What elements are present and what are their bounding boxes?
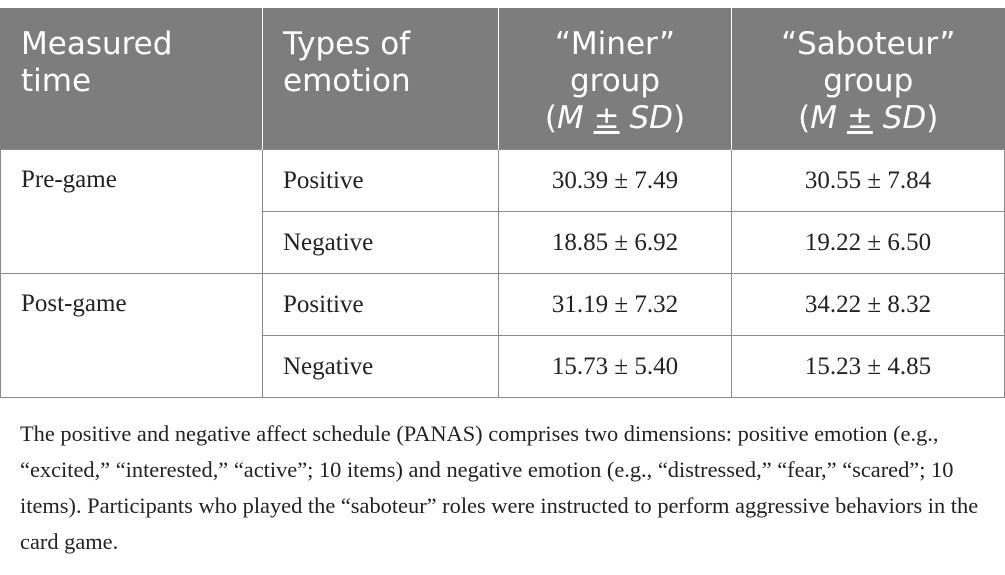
table-footnote: The positive and negative affect schedul… bbox=[20, 421, 979, 554]
header-saboteur-line1: “Saboteur” bbox=[781, 26, 956, 62]
table-row: Post-game Positive 31.19 ± 7.32 34.22 ± … bbox=[0, 273, 1005, 398]
table-row: Negative 15.73 ± 5.40 15.23 ± 4.85 bbox=[1, 335, 1005, 398]
table-body: Pre-game Positive 30.39 ± 7.49 30.55 ± 7… bbox=[0, 149, 1005, 398]
cell-measured-time-post-game: Post-game bbox=[0, 273, 263, 398]
cell-measured-time-pre-game: Pre-game bbox=[0, 149, 263, 274]
header-types-of-emotion: Types of emotion bbox=[262, 8, 499, 150]
header-miner-mean-symbol: M bbox=[556, 100, 584, 136]
header-miner-stat: (M ± SD) bbox=[544, 100, 686, 136]
cell-miner-value: 18.85 ± 6.92 bbox=[498, 211, 732, 274]
cell-saboteur-value: 30.55 ± 7.84 bbox=[731, 149, 1005, 212]
cell-miner-value: 31.19 ± 7.32 bbox=[498, 273, 732, 336]
header-row: Measured time Types of emotion “Miner” g… bbox=[0, 8, 1005, 150]
cell-miner-value: 30.39 ± 7.49 bbox=[498, 149, 732, 212]
header-types-of-emotion-line1: Types of bbox=[283, 26, 411, 62]
header-saboteur-group: “Saboteur” group (M ± SD) bbox=[731, 8, 1005, 150]
header-measured-time-line1: Measured bbox=[21, 26, 173, 62]
header-measured-time-line2: time bbox=[21, 63, 92, 99]
cell-emotion-type: Negative bbox=[262, 335, 499, 398]
table-row: Negative 18.85 ± 6.92 19.22 ± 6.50 bbox=[1, 211, 1005, 274]
header-miner-line2: group bbox=[569, 63, 661, 99]
table-row: Pre-game Positive 30.39 ± 7.49 30.55 ± 7… bbox=[0, 149, 1005, 274]
cell-saboteur-value: 19.22 ± 6.50 bbox=[731, 211, 1005, 274]
header-saboteur-plusminus: ± bbox=[846, 100, 873, 136]
header-measured-time: Measured time bbox=[0, 8, 263, 150]
cell-emotion-type: Negative bbox=[262, 211, 499, 274]
header-saboteur-mean-symbol: M bbox=[810, 100, 837, 136]
header-saboteur-sd-symbol: SD bbox=[882, 100, 927, 136]
cell-miner-value: 15.73 ± 5.40 bbox=[498, 335, 732, 398]
cell-saboteur-value: 15.23 ± 4.85 bbox=[731, 335, 1005, 398]
table-header: Measured time Types of emotion “Miner” g… bbox=[0, 8, 1005, 150]
results-table: Measured time Types of emotion “Miner” g… bbox=[0, 8, 1005, 398]
header-types-of-emotion-line2: emotion bbox=[283, 63, 411, 99]
header-miner-sd-symbol: SD bbox=[629, 100, 673, 136]
cell-saboteur-value: 34.22 ± 8.32 bbox=[731, 273, 1005, 336]
results-table-container: Measured time Types of emotion “Miner” g… bbox=[0, 8, 1005, 398]
header-miner-group: “Miner” group (M ± SD) bbox=[498, 8, 732, 150]
cell-emotion-type: Positive bbox=[262, 149, 499, 212]
header-miner-plusminus: ± bbox=[593, 100, 620, 136]
cell-emotion-type: Positive bbox=[262, 273, 499, 336]
header-miner-line1: “Miner” bbox=[554, 26, 676, 62]
header-saboteur-stat: (M ± SD) bbox=[798, 100, 939, 136]
header-saboteur-line2: group bbox=[823, 63, 914, 99]
